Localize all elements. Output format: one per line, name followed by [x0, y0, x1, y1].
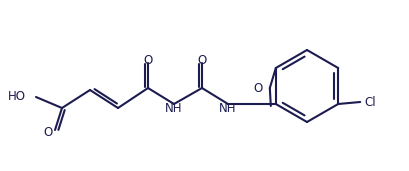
Text: O: O: [198, 54, 207, 67]
Text: O: O: [43, 127, 53, 140]
Text: O: O: [253, 82, 263, 95]
Text: Cl: Cl: [364, 95, 376, 109]
Text: O: O: [144, 54, 153, 67]
Text: NH: NH: [165, 102, 183, 115]
Text: HO: HO: [8, 90, 26, 103]
Text: NH: NH: [219, 102, 237, 115]
